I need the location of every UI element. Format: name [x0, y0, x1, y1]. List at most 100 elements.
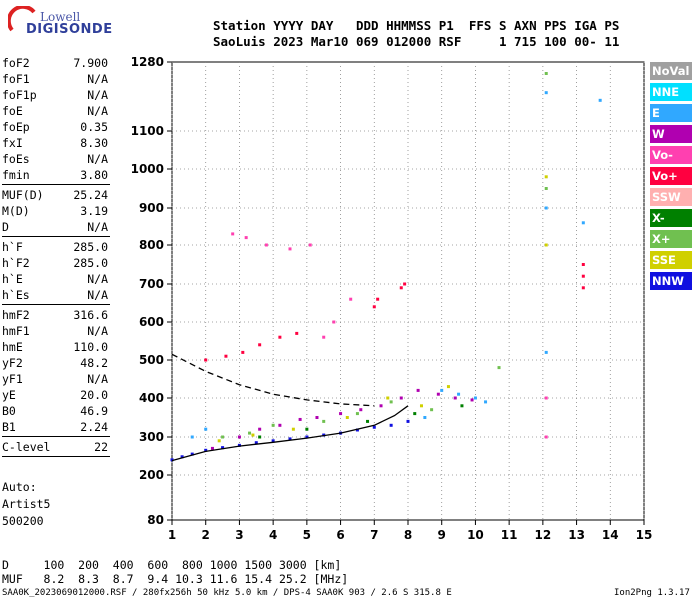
logo-top-text: Lowell: [40, 10, 81, 24]
param-row: h`E N/A: [2, 272, 108, 288]
data-point: [423, 416, 427, 419]
x-tick-label: 15: [636, 528, 653, 542]
param-name: B1: [2, 420, 16, 434]
param-name: h`Es: [2, 288, 30, 302]
param-value: 3.80: [80, 168, 108, 182]
param-value: 285.0: [73, 240, 108, 254]
data-point: [254, 441, 258, 445]
y-tick-label: 1280: [131, 55, 164, 69]
auto-label: Auto:: [2, 480, 37, 494]
data-point: [581, 286, 585, 290]
param-row: yF1 N/A: [2, 372, 108, 388]
param-value: 3.19: [80, 204, 108, 218]
data-point: [379, 404, 383, 408]
data-point: [359, 408, 363, 412]
legend-item: Vo-: [650, 146, 692, 164]
data-point: [322, 335, 326, 339]
y-tick-label: 200: [139, 468, 164, 482]
data-point: [544, 175, 548, 179]
x-tick-label: 4: [269, 528, 277, 542]
param-row: MUF(D) 25.24: [2, 188, 108, 204]
data-point: [258, 343, 262, 347]
param-name: h`E: [2, 272, 23, 286]
param-name: D: [2, 220, 9, 234]
data-point: [473, 396, 477, 400]
data-point: [355, 428, 359, 432]
param-value: N/A: [87, 372, 108, 386]
data-point: [221, 435, 225, 439]
param-row: foF1p N/A: [2, 88, 108, 104]
x-tick-label: 7: [370, 528, 378, 542]
legend-item: X+: [650, 230, 692, 248]
x-tick-label: 3: [235, 528, 243, 542]
x-tick-label: 2: [202, 528, 210, 542]
data-point: [237, 443, 241, 447]
x-tick-label: 13: [568, 528, 585, 542]
param-value: 2.24: [80, 420, 108, 434]
data-point: [453, 396, 457, 400]
param-value: N/A: [87, 220, 108, 234]
data-point: [399, 396, 403, 400]
param-row: foF1 N/A: [2, 72, 108, 88]
data-point: [544, 91, 548, 95]
y-tick-label: 500: [139, 353, 164, 367]
data-point: [251, 433, 255, 437]
footer-d-line: D 100 200 400 600 800 1000 1500 3000 [km…: [2, 558, 342, 572]
param-value: N/A: [87, 88, 108, 102]
data-point: [221, 446, 225, 450]
data-point: [436, 392, 440, 396]
data-point: [544, 206, 548, 210]
param-row: M(D) 3.19: [2, 204, 108, 220]
data-point: [372, 425, 376, 429]
param-name: yF1: [2, 372, 23, 386]
data-point: [295, 331, 299, 335]
data-point: [241, 350, 245, 354]
legend-item: NNE: [650, 83, 692, 101]
param-row: foEp 0.35: [2, 120, 108, 136]
data-point: [460, 404, 464, 408]
param-row: fxI 8.30: [2, 136, 108, 152]
data-point: [372, 305, 376, 309]
param-value: N/A: [87, 104, 108, 118]
data-point: [581, 263, 585, 266]
data-point: [305, 435, 309, 439]
param-name: B0: [2, 404, 16, 418]
header-line-1: Station YYYY DAY DDD HHMMSS P1 FFS S AXN…: [213, 18, 620, 33]
ionogram-chart: 1 2 3 4 5 6 7 8 9 10 11 12 13 14 158020030040050060070…: [131, 55, 653, 542]
x-tick-label: 9: [438, 528, 446, 542]
data-point: [278, 335, 282, 339]
param-name: h`F: [2, 240, 23, 254]
data-point: [446, 385, 450, 389]
legend-item: NNW: [650, 272, 692, 290]
data-point: [389, 400, 393, 404]
separator: [2, 304, 110, 305]
y-tick-label: 900: [139, 201, 164, 215]
data-point: [386, 396, 390, 400]
data-point: [190, 435, 194, 439]
param-value: 7.900: [73, 56, 108, 70]
y-tick-label: 80: [147, 513, 164, 527]
param-name: yF2: [2, 356, 23, 370]
param-value: 8.30: [80, 136, 108, 150]
param-name: foF1: [2, 72, 30, 86]
data-point: [470, 398, 474, 402]
legend-item: X-: [650, 209, 692, 227]
param-value: N/A: [87, 288, 108, 302]
param-value: 22: [94, 440, 108, 454]
param-name: foF1p: [2, 88, 37, 102]
logo-bottom-text: DIGISONDE: [26, 22, 113, 37]
param-row: hmF2 316.6: [2, 308, 108, 324]
x-tick-label: 8: [404, 528, 412, 542]
param-value: 0.35: [80, 120, 108, 134]
data-point: [278, 423, 282, 427]
header-line-2: SaoLuis 2023 Mar10 069 012000 RSF 1 715 …: [213, 34, 620, 49]
digisonde-logo-icon: [8, 6, 36, 32]
footnote: SAA0K_2023069012000.RSF / 280fx256h 50 k…: [2, 588, 452, 598]
data-point: [403, 282, 407, 286]
param-row: yE 20.0: [2, 388, 108, 404]
param-name: yE: [2, 388, 16, 402]
param-value: 110.0: [73, 340, 108, 354]
data-point: [497, 366, 501, 370]
separator: [2, 184, 110, 185]
param-value: 25.24: [73, 188, 108, 202]
